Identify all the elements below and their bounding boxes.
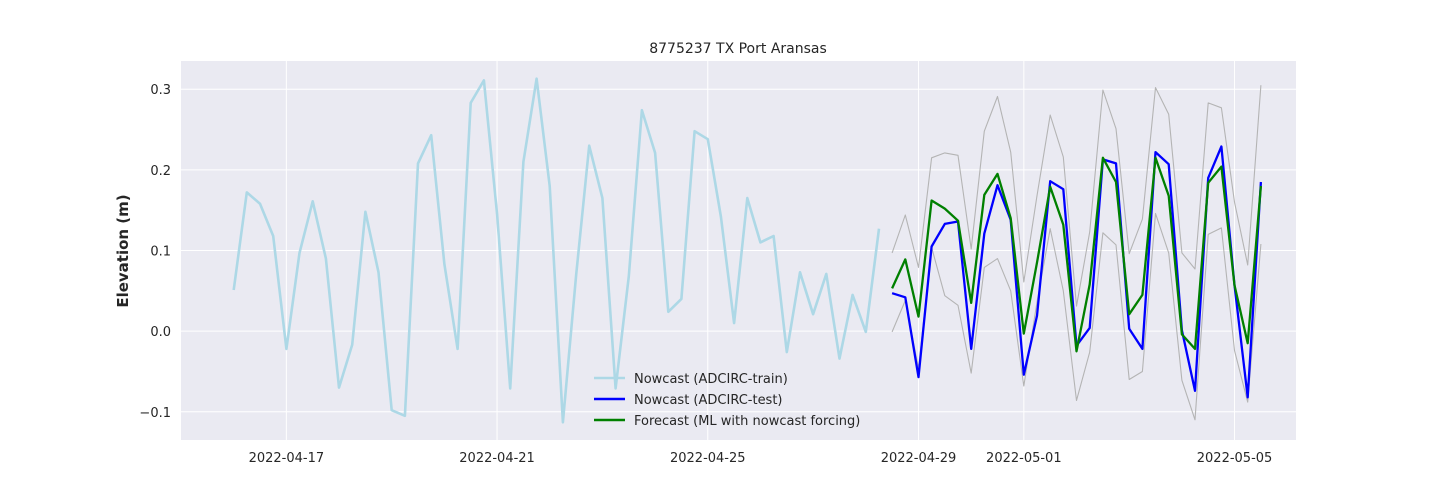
y-axis-label: Elevation (m) xyxy=(114,194,132,307)
series-line-0 xyxy=(232,77,881,424)
y-tick-label: 0.2 xyxy=(150,164,171,179)
chart-title: 8775237 TX Port Aransas xyxy=(649,41,827,57)
x-tick-label: 2022-04-29 xyxy=(881,451,957,466)
legend: Nowcast (ADCIRC-train) Nowcast (ADCIRC-te… xyxy=(594,372,860,429)
legend-label: Nowcast (ADCIRC-train) xyxy=(634,372,788,387)
y-tick-label: −0.1 xyxy=(139,406,171,421)
y-tick-label: 0.1 xyxy=(150,245,171,260)
legend-label: Forecast (ML with nowcast forcing) xyxy=(634,414,860,429)
x-tick-label: 2022-04-21 xyxy=(459,451,535,466)
legend-label: Nowcast (ADCIRC-test) xyxy=(634,393,783,408)
y-tick-label: 0.3 xyxy=(150,83,171,98)
series-line-2 xyxy=(891,156,1263,353)
uncertainty-band-line xyxy=(891,212,1262,421)
x-tick-label: 2022-04-17 xyxy=(249,451,325,466)
x-tick-label: 2022-05-01 xyxy=(986,451,1062,466)
x-tick-label: 2022-05-05 xyxy=(1197,451,1273,466)
x-tick-label: 2022-04-25 xyxy=(670,451,746,466)
uncertainty-band-line xyxy=(891,85,1262,307)
x-axis-ticks: 2022-04-17 2022-04-21 2022-04-25 2022-04-29… xyxy=(249,451,1273,466)
series-layer xyxy=(232,77,1263,424)
y-axis-ticks: −0.1 0.0 0.1 0.2 0.3 xyxy=(139,83,171,421)
y-tick-label: 0.0 xyxy=(150,325,171,340)
